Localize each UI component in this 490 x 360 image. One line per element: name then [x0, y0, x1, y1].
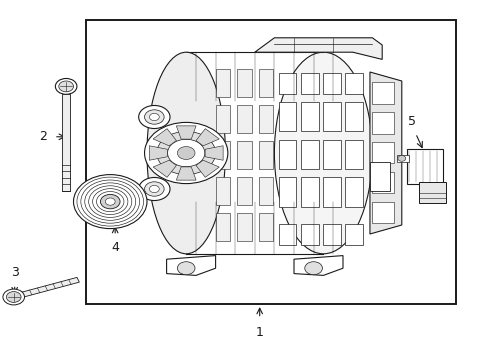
- Circle shape: [74, 175, 147, 229]
- Circle shape: [149, 113, 159, 121]
- Polygon shape: [167, 256, 216, 275]
- Bar: [259, 177, 273, 205]
- Bar: [323, 177, 341, 207]
- Bar: [62, 94, 70, 191]
- Polygon shape: [196, 129, 220, 146]
- Polygon shape: [176, 126, 196, 139]
- Bar: [86, 20, 456, 304]
- Bar: [370, 162, 390, 191]
- Circle shape: [139, 177, 170, 201]
- Bar: [259, 213, 273, 241]
- Ellipse shape: [147, 52, 225, 254]
- Bar: [345, 224, 363, 245]
- Bar: [345, 102, 363, 131]
- Bar: [345, 140, 363, 169]
- Circle shape: [177, 147, 195, 159]
- Bar: [216, 105, 230, 133]
- Bar: [279, 177, 296, 207]
- Circle shape: [168, 139, 205, 167]
- Text: 4: 4: [111, 241, 119, 254]
- Bar: [301, 177, 319, 207]
- Circle shape: [139, 105, 170, 129]
- Bar: [372, 142, 394, 163]
- Bar: [323, 73, 341, 94]
- Bar: [216, 177, 230, 205]
- Bar: [279, 102, 296, 131]
- Circle shape: [177, 262, 195, 275]
- Bar: [279, 140, 296, 169]
- Text: 3: 3: [11, 266, 19, 279]
- Circle shape: [145, 122, 228, 184]
- Ellipse shape: [274, 52, 372, 254]
- Circle shape: [59, 81, 74, 92]
- Bar: [372, 172, 394, 193]
- Bar: [345, 73, 363, 94]
- Bar: [237, 213, 252, 241]
- Bar: [216, 141, 230, 169]
- Circle shape: [305, 262, 322, 275]
- Bar: [237, 177, 252, 205]
- Polygon shape: [255, 38, 382, 59]
- Bar: [301, 73, 319, 94]
- Bar: [259, 141, 273, 169]
- Circle shape: [6, 292, 21, 302]
- Polygon shape: [176, 167, 196, 180]
- Bar: [237, 141, 252, 169]
- Bar: [259, 105, 273, 133]
- Bar: [301, 102, 319, 131]
- Circle shape: [398, 156, 406, 161]
- Text: 1: 1: [256, 326, 264, 339]
- Bar: [323, 224, 341, 245]
- Bar: [407, 149, 443, 184]
- Bar: [259, 69, 273, 97]
- Bar: [372, 202, 394, 223]
- Bar: [216, 213, 230, 241]
- Bar: [301, 224, 319, 245]
- Circle shape: [157, 131, 216, 175]
- Circle shape: [100, 194, 120, 209]
- Bar: [216, 69, 230, 97]
- Polygon shape: [205, 146, 223, 160]
- Circle shape: [105, 198, 115, 205]
- Bar: [301, 140, 319, 169]
- Polygon shape: [370, 72, 402, 234]
- Circle shape: [55, 78, 77, 94]
- Polygon shape: [196, 160, 220, 177]
- Text: 5: 5: [408, 115, 416, 128]
- Polygon shape: [153, 160, 176, 177]
- Text: 2: 2: [39, 130, 47, 143]
- Circle shape: [3, 289, 25, 305]
- Bar: [279, 224, 296, 245]
- Bar: [397, 155, 409, 162]
- Circle shape: [145, 110, 164, 124]
- Bar: [323, 102, 341, 131]
- Bar: [279, 73, 296, 94]
- Bar: [237, 69, 252, 97]
- Bar: [372, 82, 394, 104]
- Circle shape: [145, 182, 164, 196]
- Polygon shape: [153, 129, 176, 146]
- Bar: [237, 105, 252, 133]
- Polygon shape: [13, 278, 79, 300]
- Bar: [323, 140, 341, 169]
- Polygon shape: [149, 146, 167, 160]
- Bar: [345, 177, 363, 207]
- Polygon shape: [294, 256, 343, 275]
- Bar: [372, 112, 394, 134]
- Bar: [419, 182, 446, 203]
- Circle shape: [149, 185, 159, 193]
